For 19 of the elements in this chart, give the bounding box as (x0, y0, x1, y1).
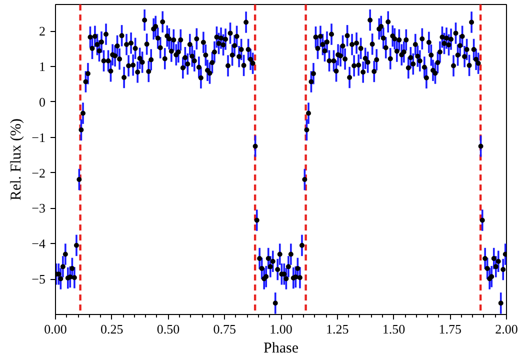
x-tick-label: 0.50 (156, 322, 180, 336)
y-tick-label: −1 (32, 130, 46, 145)
y-tick-label: −5 (32, 272, 46, 287)
y-tick-label: 2 (39, 24, 46, 39)
x-tick-label: 0.75 (213, 322, 236, 336)
x-tick-label: 0.25 (100, 322, 124, 336)
x-tick-label: 1.25 (326, 322, 349, 336)
y-tick-label: −4 (32, 236, 46, 252)
y-tick-label: −3 (32, 200, 46, 216)
y-axis-title: Rel. Flux (%) (8, 118, 25, 201)
x-axis-title: Phase (264, 340, 299, 356)
x-tick-label: 0.00 (44, 322, 67, 336)
x-tick-label: 1.75 (438, 322, 462, 336)
x-tick-label: 2.00 (495, 322, 518, 336)
y-tick-label: 0 (39, 94, 46, 110)
y-tick-label: −2 (32, 165, 46, 180)
x-tick-label: 1.00 (270, 322, 292, 336)
y-tick-label: 1 (39, 59, 46, 74)
x-tick-label: 1.50 (382, 322, 406, 336)
